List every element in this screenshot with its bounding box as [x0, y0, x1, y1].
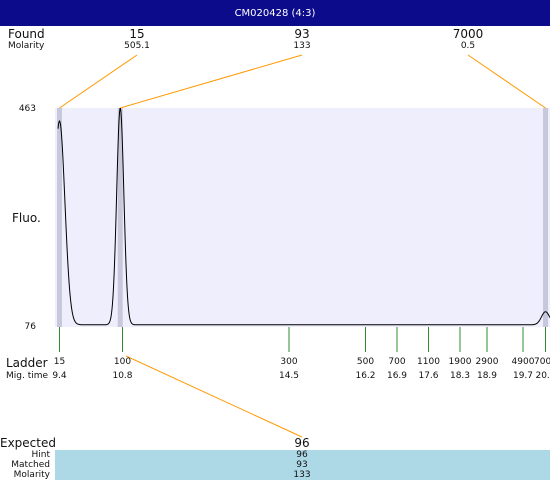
- molarity-row: [55, 470, 550, 480]
- plot-area: [55, 108, 550, 327]
- ladder-size-label: 15: [53, 357, 66, 367]
- title-bar: CM020428 (4:3): [0, 0, 550, 26]
- matched-label: Matched: [11, 460, 50, 470]
- ladder-size-label: 700: [388, 357, 406, 367]
- ladder-size-label: 300: [280, 357, 298, 367]
- hint-row: [55, 450, 550, 460]
- matched-row: [55, 460, 550, 470]
- ladder-time-label: 19.7: [512, 371, 534, 381]
- ladder-size-label: 500: [356, 357, 375, 367]
- ladder-size-label: 4900: [511, 357, 535, 367]
- found-peak-molarity: 505.1: [124, 41, 150, 51]
- found-peak-size[interactable]: 93: [294, 27, 310, 41]
- hint-label: Hint: [31, 450, 50, 460]
- peak-band: [57, 108, 62, 327]
- sample-title: CM020428 (4:3): [234, 7, 316, 19]
- ladder-time-label: 17.6: [418, 371, 439, 381]
- ladder-time-label: 18.9: [476, 371, 498, 381]
- ladder-time-label: 18.3: [449, 371, 471, 381]
- found-leader-line: [467, 54, 546, 109]
- ladder-size-label: 1100: [417, 357, 440, 367]
- fluorescence-trace: [57, 108, 550, 326]
- found-peak-molarity: 0.5: [460, 41, 476, 51]
- found-peak-molarity: 133: [293, 41, 311, 51]
- ladder-time-label: 16.9: [386, 371, 408, 381]
- ladder-size-label: 1900: [448, 357, 472, 367]
- found-leader-line: [59, 54, 138, 109]
- ladder-time-label: 10.8: [112, 371, 133, 381]
- found-peak-size[interactable]: 7000: [452, 27, 484, 41]
- ladder-time-label: 9.4: [52, 371, 67, 381]
- ladder-time-label: 16.2: [355, 371, 376, 381]
- ladder-time-label: 20.2: [535, 371, 550, 381]
- ladder-size-label: 7000: [534, 357, 550, 367]
- expected-value[interactable]: 96: [294, 436, 310, 450]
- expected-leader-line: [125, 355, 303, 438]
- matched-value: 93: [296, 460, 308, 470]
- migration-time-label: Mig. time: [6, 371, 49, 381]
- found-leader-line: [120, 54, 303, 109]
- y-axis-title: Fluo.: [12, 211, 41, 225]
- ladder-time-label: 14.5: [278, 371, 300, 381]
- ladder-size-label: 2900: [475, 357, 499, 367]
- hint-value: 96: [296, 450, 308, 460]
- molarity-label: Molarity: [13, 470, 50, 480]
- found-peak-size[interactable]: 15: [129, 27, 145, 41]
- peak-band: [543, 108, 548, 327]
- molarity-value: 133: [293, 470, 311, 480]
- ladder-size-label: 100: [113, 357, 132, 367]
- found-label: Found: [8, 27, 45, 41]
- ladder-label: Ladder: [6, 356, 48, 370]
- y-axis-min: 76: [24, 322, 36, 332]
- found-molarity-label: Molarity: [8, 41, 45, 51]
- expected-label: Expected: [0, 436, 56, 450]
- y-axis-max: 463: [18, 104, 36, 114]
- peak-band: [117, 108, 123, 327]
